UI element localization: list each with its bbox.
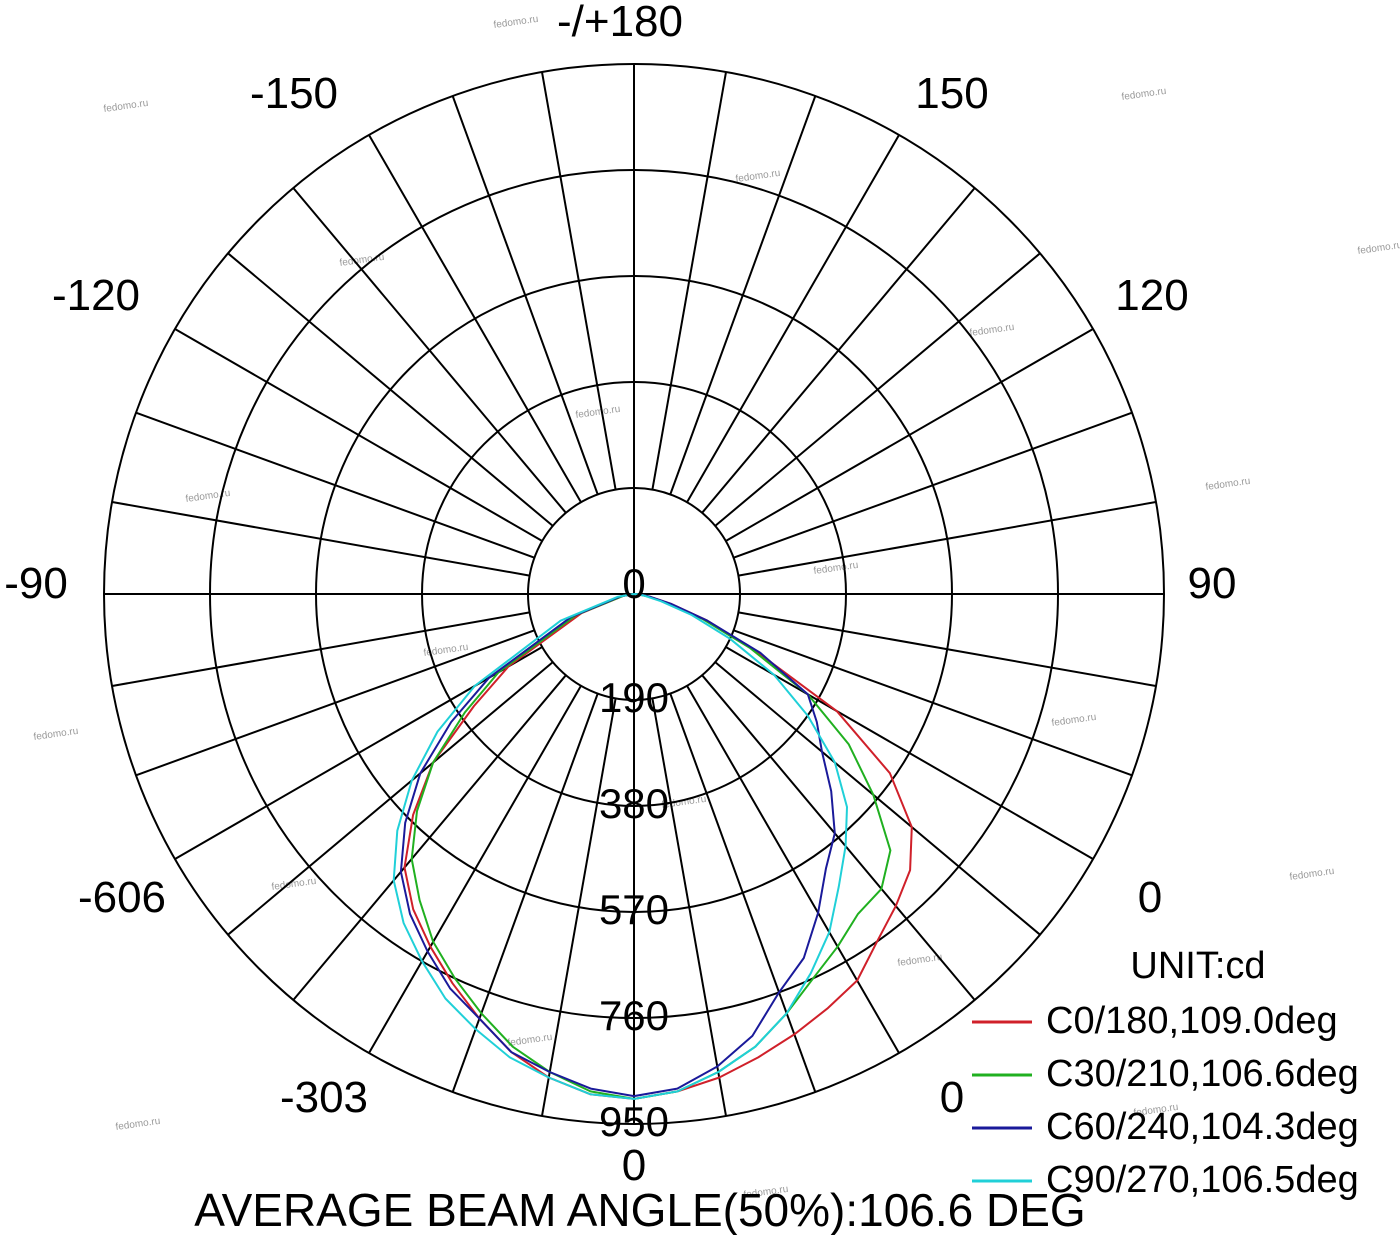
angle-label: 0 — [622, 1141, 646, 1190]
radial-tick-label: 570 — [599, 886, 669, 933]
radial-tick-label: 950 — [599, 1098, 669, 1145]
grid-spoke — [686, 685, 900, 1054]
unit-label: UNIT:cd — [1130, 945, 1265, 987]
watermark-text: fedomo.ru — [575, 404, 621, 421]
grid-spoke — [651, 71, 727, 490]
side-label-right-lower: 0 — [940, 1073, 964, 1122]
angle-label: 120 — [1115, 271, 1188, 320]
angle-label: -120 — [52, 271, 140, 320]
angle-label: -150 — [250, 69, 338, 118]
grid-spoke — [714, 252, 1041, 527]
angle-label: 150 — [915, 69, 988, 118]
watermark-text: fedomo.ru — [115, 1116, 161, 1133]
angle-label: -/+180 — [557, 0, 683, 46]
watermark-text: fedomo.ru — [1205, 476, 1251, 493]
series-line-2 — [399, 593, 836, 1098]
grid-spoke — [292, 674, 567, 1001]
grid-spoke — [451, 693, 599, 1093]
grid-spoke — [686, 134, 900, 503]
grid-spoke — [368, 134, 582, 503]
grid-spoke — [174, 328, 543, 542]
grid-spoke — [738, 611, 1157, 687]
grid-spoke — [651, 698, 727, 1117]
grid-spoke — [451, 95, 599, 495]
angle-label: -90 — [4, 559, 68, 608]
radial-tick-label: 190 — [599, 674, 669, 721]
series-line-0 — [403, 593, 913, 1100]
grid-spoke — [701, 674, 976, 1001]
grid-spoke — [714, 661, 1041, 936]
grid-spoke — [733, 629, 1133, 777]
watermark-text: fedomo.ru — [1357, 240, 1400, 257]
grid-spoke — [541, 698, 617, 1117]
grid-spoke — [669, 693, 817, 1093]
radial-tick-label: 760 — [599, 992, 669, 1039]
watermark-text: fedomo.ru — [103, 98, 149, 115]
grid-spoke — [135, 411, 535, 559]
grid-spoke — [111, 501, 530, 577]
legend-label-2: C60/240,104.3deg — [1046, 1106, 1359, 1148]
watermark-text: fedomo.ru — [969, 322, 1015, 339]
grid-spoke — [292, 187, 567, 514]
grid-spoke — [725, 646, 1094, 860]
watermark-text: fedomo.ru — [1051, 712, 1097, 729]
polar-grid — [103, 63, 1165, 1125]
side-label-left-lower: -303 — [280, 1073, 368, 1122]
grid-spoke — [669, 95, 817, 495]
angle-label: 90 — [1188, 559, 1237, 608]
grid-spoke — [725, 328, 1094, 542]
series-layer — [392, 593, 913, 1100]
watermark-text: fedomo.ru — [493, 14, 539, 31]
grid-spoke — [738, 501, 1157, 577]
label-layer: -/+180 -150 150 -120 120 -90 90 0 0 190 380 570 760 9… — [4, 0, 1236, 1235]
grid-spoke — [135, 629, 535, 777]
watermark-text: fedomo.ru — [1121, 86, 1167, 103]
grid-spoke — [541, 71, 617, 490]
legend-label-0: C0/180,109.0deg — [1046, 1000, 1338, 1042]
watermark-text: fedomo.ru — [185, 488, 231, 505]
grid-spoke — [701, 187, 976, 514]
series-line-3 — [392, 593, 848, 1100]
footer-beam-angle: AVERAGE BEAM ANGLE(50%):106.6 DEG — [194, 1184, 1085, 1235]
watermark-text: fedomo.ru — [33, 726, 79, 743]
legend-label-3: C90/270,106.5deg — [1046, 1159, 1359, 1201]
grid-spoke — [227, 252, 554, 527]
grid-spoke — [111, 611, 530, 687]
watermark-text: fedomo.ru — [813, 560, 859, 577]
grid-spoke — [227, 661, 554, 936]
grid-spoke — [733, 411, 1133, 559]
side-label-left-upper: -606 — [78, 873, 166, 922]
radial-tick-label: 380 — [599, 780, 669, 827]
watermark-text: fedomo.ru — [1289, 866, 1335, 883]
grid-spoke — [368, 685, 582, 1054]
watermark-text: fedomo.ru — [735, 168, 781, 185]
center-label: 0 — [622, 560, 645, 607]
side-label-right-upper: 0 — [1138, 873, 1162, 922]
watermark-text: fedomo.ru — [339, 252, 385, 269]
legend-label-1: C30/210,106.6deg — [1046, 1053, 1359, 1095]
legend: UNIT:cd C0/180,109.0deg C30/210,106.6deg C6… — [972, 945, 1359, 1201]
